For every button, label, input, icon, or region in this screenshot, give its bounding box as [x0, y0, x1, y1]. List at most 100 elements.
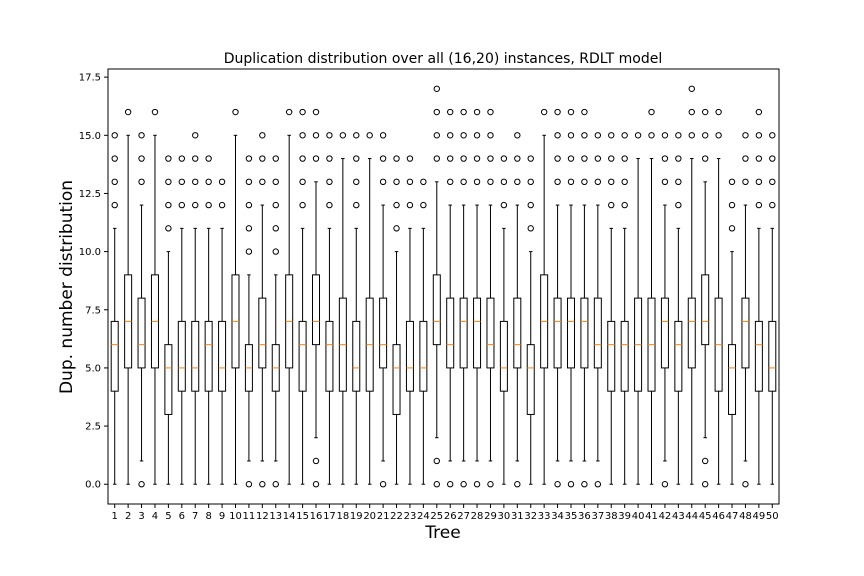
- outlier-point: [460, 481, 467, 488]
- outlier-point: [393, 225, 400, 232]
- x-tick-label: 47: [726, 511, 739, 522]
- outlier-point: [259, 178, 266, 186]
- outlier-point: [447, 132, 454, 139]
- outlier-point: [473, 155, 481, 162]
- outlier-point: [447, 155, 454, 162]
- outlier-point: [675, 178, 682, 186]
- outlier-point: [138, 132, 145, 139]
- x-tick-label: 2: [125, 511, 131, 522]
- outlier-point: [245, 248, 253, 255]
- outlier-point: [393, 178, 400, 186]
- outlier-point: [514, 155, 521, 162]
- outlier-point: [312, 132, 320, 139]
- outlier-point: [192, 178, 199, 186]
- box-iqr: [580, 297, 589, 369]
- outlier-point: [165, 225, 172, 232]
- x-tick-label: 21: [377, 511, 390, 522]
- x-tick-label: 11: [243, 511, 256, 522]
- x-tick-label: 23: [404, 511, 417, 522]
- x-tick-label: 9: [219, 511, 225, 522]
- outlier-point: [111, 178, 118, 186]
- y-tick-label: 12.5: [79, 189, 101, 200]
- plot-frame: [107, 68, 780, 505]
- box-iqr: [620, 320, 629, 392]
- x-tick-label: 28: [471, 511, 484, 522]
- outlier-point: [165, 201, 172, 209]
- outlier-point: [487, 481, 494, 488]
- outlier-point: [742, 132, 749, 139]
- x-tick-label: 16: [310, 511, 323, 522]
- y-axis-label: Dup. number distribution: [57, 180, 77, 394]
- x-tick-label: 40: [632, 511, 645, 522]
- y-tick-label: 10.0: [79, 247, 101, 258]
- x-tick-label: 25: [430, 511, 443, 522]
- outlier-point: [701, 481, 709, 488]
- outlier-point: [728, 178, 736, 186]
- outlier-point: [205, 178, 212, 186]
- outlier-point: [688, 85, 695, 92]
- outlier-point: [701, 132, 709, 139]
- box-iqr: [325, 320, 334, 392]
- x-tick-label: 5: [165, 511, 171, 522]
- outlier-point: [728, 225, 736, 232]
- outlier-point: [178, 201, 186, 209]
- outlier-point: [379, 481, 387, 488]
- outlier-point: [460, 132, 467, 139]
- outlier-point: [755, 155, 763, 162]
- plot-area: 0.02.55.07.510.012.515.017.51 2 3 4 5 6 7 8 9 10 1…: [79, 73, 779, 522]
- outlier-point: [138, 481, 145, 488]
- box-iqr: [110, 320, 119, 392]
- box-iqr: [473, 297, 482, 369]
- outlier-point: [473, 178, 481, 186]
- x-tick-label: 19: [350, 511, 363, 522]
- box-iqr: [204, 320, 213, 392]
- x-tick-label: 13: [269, 511, 282, 522]
- box-iqr: [513, 297, 522, 369]
- box-iqr: [593, 297, 602, 369]
- box-iqr: [754, 320, 763, 392]
- outlier-point: [608, 132, 615, 139]
- box-iqr: [298, 320, 307, 392]
- outlier-point: [554, 178, 561, 186]
- outlier-point: [688, 108, 695, 116]
- outlier-point: [299, 178, 306, 186]
- outlier-point: [353, 201, 360, 209]
- outlier-point: [621, 178, 628, 186]
- outlier-point: [715, 132, 722, 139]
- x-tick-label: 22: [390, 511, 403, 522]
- outlier-point: [259, 155, 266, 162]
- box-iqr: [137, 297, 146, 369]
- outlier-point: [326, 132, 333, 139]
- outlier-point: [742, 178, 749, 186]
- box-iqr: [553, 297, 562, 369]
- outlier-point: [420, 201, 427, 209]
- outlier-point: [312, 155, 320, 162]
- outlier-point: [272, 155, 279, 162]
- x-tick-label: 37: [591, 511, 604, 522]
- outlier-point: [661, 178, 669, 186]
- outlier-point: [648, 108, 655, 116]
- outlier-point: [178, 155, 186, 162]
- outlier-point: [527, 201, 534, 209]
- outlier-point: [581, 108, 588, 116]
- x-tick-label: 20: [363, 511, 376, 522]
- outlier-point: [433, 457, 440, 465]
- outlier-point: [769, 155, 776, 162]
- outlier-point: [500, 155, 508, 162]
- outlier-point: [433, 481, 440, 488]
- x-axis-label: Tree: [424, 523, 460, 543]
- x-tick-label: 39: [618, 511, 631, 522]
- outlier-point: [473, 481, 481, 488]
- box-iqr: [728, 344, 737, 415]
- x-tick-label: 46: [712, 511, 725, 522]
- outlier-point: [447, 178, 454, 186]
- outlier-point: [755, 201, 763, 209]
- outlier-point: [379, 132, 387, 139]
- x-tick-label: 27: [457, 511, 470, 522]
- x-tick-label: 10: [229, 511, 242, 522]
- outlier-point: [124, 108, 132, 116]
- outlier-point: [594, 155, 602, 162]
- box-iqr: [768, 320, 777, 392]
- x-tick-label: 41: [645, 511, 658, 522]
- outlier-point: [701, 108, 709, 116]
